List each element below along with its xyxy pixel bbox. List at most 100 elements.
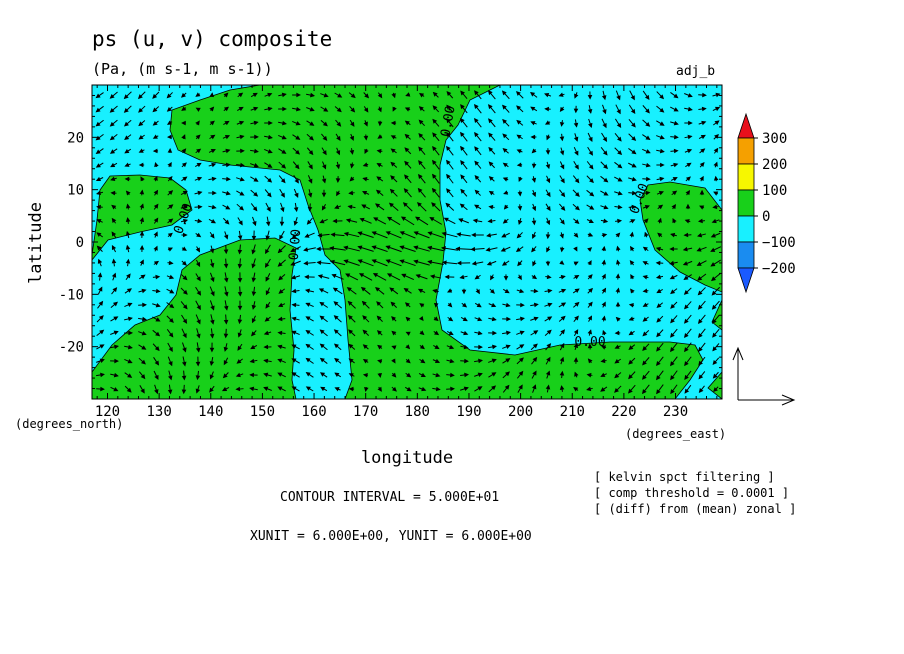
wind-vector-head — [560, 205, 566, 211]
info-line-2: [ comp threshold = 0.0001 ] — [594, 486, 789, 500]
wind-vector-head — [263, 344, 269, 350]
wind-vector-head — [357, 245, 363, 250]
wind-vector-head — [209, 262, 215, 268]
wind-vector-head — [210, 291, 215, 297]
wind-vector-head — [659, 121, 665, 126]
wind-vector-head — [463, 330, 469, 336]
wind-vector-head — [168, 274, 175, 280]
wind-vector-head — [253, 177, 259, 182]
wind-vector-head — [505, 371, 510, 377]
wind-vector-head — [181, 106, 187, 111]
wind-vector-head — [517, 205, 523, 211]
wind-vector-head — [265, 276, 270, 282]
wind-vector-head — [405, 316, 411, 322]
wind-vector-head — [460, 104, 465, 110]
wind-vector-head — [278, 275, 284, 281]
wind-vector-head — [427, 245, 433, 251]
wind-vector-head — [138, 162, 144, 168]
wind-vector-head — [181, 162, 187, 168]
wind-vector-head — [699, 189, 705, 195]
wind-vector-head — [251, 331, 256, 337]
wind-vector-head — [642, 360, 647, 366]
wind-vector-head — [167, 162, 172, 168]
wind-vector-head — [237, 278, 243, 283]
wind-vector-head — [433, 302, 439, 308]
wind-vector-head — [657, 232, 663, 238]
wind-vector-head — [348, 373, 354, 378]
wind-vector-head — [319, 343, 325, 349]
wind-vector-head — [405, 92, 411, 97]
wind-vector-head — [413, 259, 419, 265]
wind-vector-head — [109, 93, 115, 99]
wind-vector-head — [645, 190, 651, 196]
wind-vector-head — [239, 205, 245, 211]
wind-vector-head — [210, 149, 216, 154]
wind-vector-head — [630, 108, 636, 115]
x-tick-label: 150 — [250, 404, 275, 420]
wind-vector-head — [348, 329, 354, 335]
wind-vector-head — [166, 134, 172, 140]
wind-vector-head — [265, 303, 270, 309]
wind-vector-head — [95, 190, 102, 196]
wind-vector-head — [304, 274, 309, 280]
x-tick-label: 120 — [95, 404, 120, 420]
wind-vector-head — [195, 247, 200, 253]
wind-vector-head — [267, 134, 273, 140]
wind-vector-head — [628, 302, 634, 308]
wind-vector-head — [659, 148, 665, 154]
wind-vector-head — [237, 332, 243, 338]
wind-vector-head — [435, 386, 441, 392]
wind-vector-head — [252, 92, 258, 98]
wind-vector-head — [616, 245, 621, 251]
wind-vector-head — [418, 119, 424, 125]
wind-vector-head — [560, 302, 567, 307]
wind-vector-head — [168, 361, 173, 367]
wind-vector-head — [222, 373, 228, 379]
wind-vector-head — [488, 118, 493, 124]
y-tick-label: 10 — [67, 183, 84, 199]
wind-vector-head — [348, 386, 354, 392]
wind-vector-head — [473, 103, 479, 110]
wind-vector-head — [210, 277, 215, 283]
wind-vector-head — [168, 204, 174, 209]
wind-vector-head — [332, 218, 338, 224]
wind-vector-head — [304, 233, 310, 238]
wind-vector-head — [698, 346, 703, 352]
wind-vector-head — [290, 261, 296, 266]
wind-vector-head — [392, 106, 397, 112]
wind-vector-head — [139, 217, 145, 223]
wind-vector-head — [238, 220, 243, 226]
wind-vector-head — [180, 92, 186, 98]
wind-vector-head — [531, 247, 536, 253]
wind-vector-head — [700, 134, 706, 140]
wind-vector-head — [114, 358, 119, 364]
x-unit-label: (degrees_east) — [625, 427, 726, 441]
wind-vector-head — [155, 274, 161, 280]
wind-vector-head — [601, 315, 607, 321]
colorbar-segment — [737, 189, 755, 217]
wind-vector-head — [696, 261, 702, 266]
wind-vector-head — [532, 356, 538, 362]
wind-vector-head — [589, 205, 595, 210]
green-region-southwest — [92, 237, 297, 399]
wind-vector-head — [372, 273, 379, 278]
wind-vector-head — [111, 258, 117, 264]
wind-vector-head — [515, 91, 521, 96]
wind-vector-head — [574, 301, 580, 307]
wind-vector-head — [295, 149, 300, 155]
wind-vector-head — [225, 205, 231, 210]
wind-vector-head — [684, 374, 689, 380]
wind-vector-head — [631, 204, 637, 210]
wind-vector-head — [239, 176, 245, 182]
wind-vector-head — [533, 330, 539, 335]
colorbar-label: −100 — [762, 235, 796, 251]
wind-vector-head — [405, 344, 411, 350]
wind-vector-head — [113, 387, 119, 392]
x-tick-label: 210 — [560, 404, 585, 420]
wind-vector-head — [491, 358, 497, 363]
wind-vector-head — [474, 189, 480, 195]
wind-vector-head — [670, 318, 675, 324]
x-tick-label: 170 — [353, 404, 378, 420]
wind-vector-head — [391, 386, 397, 392]
wind-vector-head — [168, 375, 173, 381]
